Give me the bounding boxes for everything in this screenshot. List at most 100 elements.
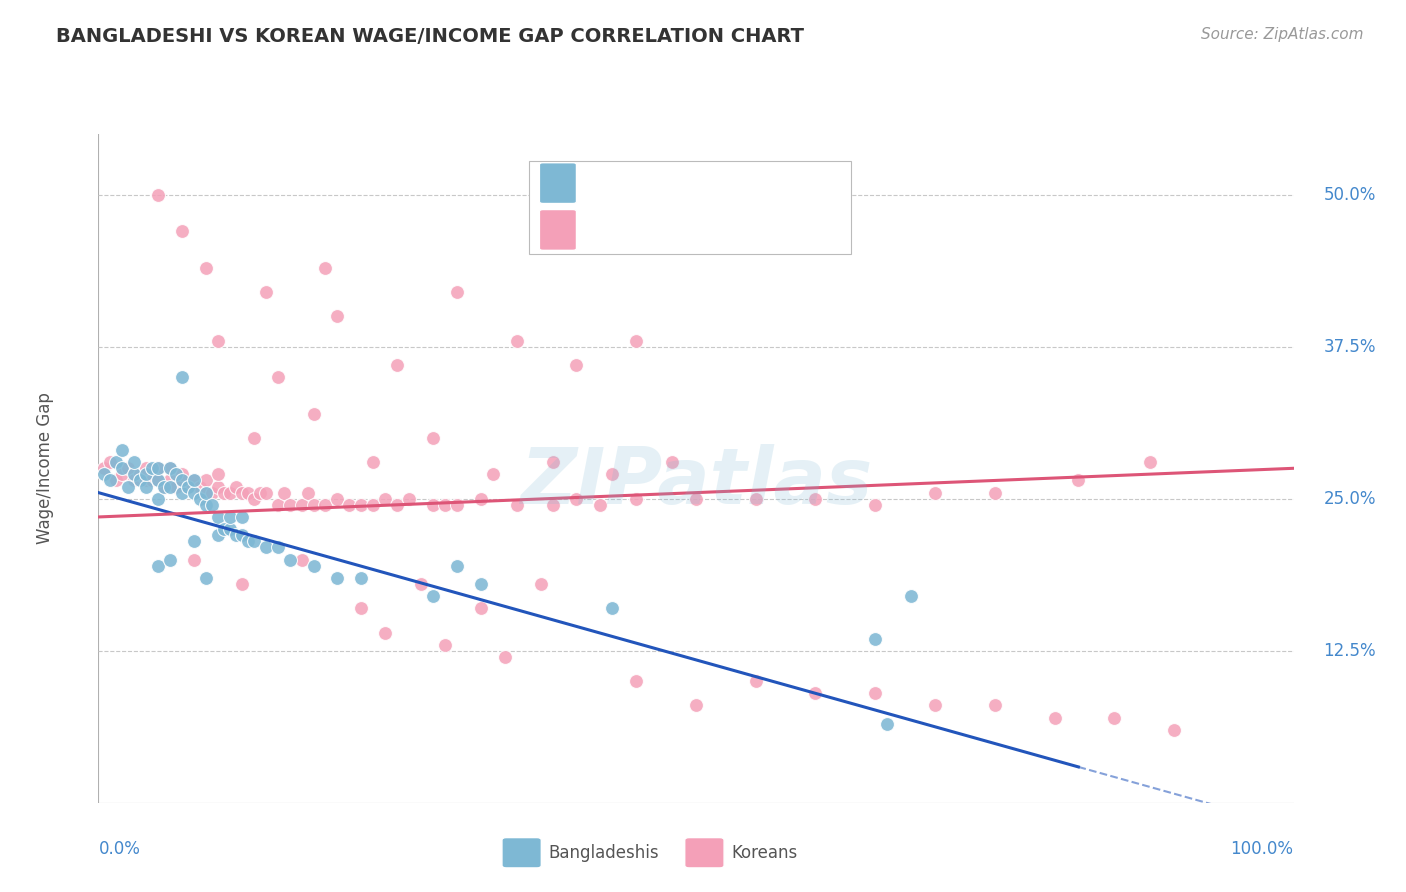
Point (243, 491, 266, 506)
Point (148, 474, 170, 488)
Point (135, 474, 157, 488)
Point (117, 479, 139, 493)
Point (278, 498, 301, 512)
Text: 50.0%: 50.0% (1323, 186, 1376, 203)
Point (236, 485, 259, 500)
Point (290, 552, 312, 566)
Point (1043, 711, 1066, 725)
Point (148, 461, 170, 475)
Point (124, 455, 146, 469)
Point (506, 498, 529, 512)
Point (194, 485, 217, 500)
Point (278, 552, 301, 566)
Point (243, 534, 266, 549)
Point (422, 589, 444, 603)
Point (231, 528, 253, 542)
Point (363, 455, 385, 469)
Text: R =: R = (588, 175, 623, 193)
Point (1163, 723, 1185, 737)
Point (374, 491, 396, 506)
Point (804, 491, 827, 506)
Point (219, 510, 242, 524)
Point (900, 589, 922, 603)
Point (254, 285, 277, 299)
Text: 0.0%: 0.0% (98, 839, 141, 857)
Point (159, 474, 181, 488)
Point (433, 638, 456, 652)
Point (105, 474, 128, 488)
Text: 12.5%: 12.5% (1323, 641, 1376, 660)
Point (600, 601, 623, 615)
Point (529, 577, 551, 591)
Point (225, 479, 247, 493)
Point (541, 455, 564, 469)
Point (111, 443, 134, 458)
Point (481, 467, 505, 482)
Point (194, 485, 217, 500)
Point (231, 510, 253, 524)
Point (470, 577, 492, 591)
Point (207, 510, 229, 524)
Point (207, 479, 229, 493)
Point (219, 485, 242, 500)
Point (350, 571, 373, 585)
Text: 25.0%: 25.0% (1323, 490, 1376, 508)
Point (159, 552, 181, 566)
Point (565, 358, 588, 372)
Point (153, 479, 176, 493)
Point (183, 552, 205, 566)
Point (254, 541, 277, 555)
Point (183, 485, 205, 500)
Point (470, 491, 492, 506)
Point (302, 407, 325, 421)
Point (201, 498, 224, 512)
Point (159, 479, 181, 493)
Text: 0.095: 0.095 (633, 221, 690, 239)
Point (315, 498, 337, 512)
Point (385, 358, 409, 372)
Point (148, 491, 170, 506)
Point (411, 577, 433, 591)
Point (254, 485, 277, 500)
Text: Koreans: Koreans (731, 844, 797, 862)
Point (172, 467, 194, 482)
Point (231, 485, 253, 500)
Point (374, 625, 396, 640)
Point (231, 577, 253, 591)
Point (363, 498, 385, 512)
Point (124, 474, 146, 488)
Point (207, 528, 229, 542)
Point (600, 467, 623, 482)
Point (172, 485, 194, 500)
Point (398, 491, 420, 506)
Point (111, 467, 134, 482)
Text: N =: N = (713, 175, 761, 193)
Point (93, 467, 115, 482)
Point (111, 461, 134, 475)
Point (148, 474, 170, 488)
Point (745, 674, 768, 689)
Point (661, 455, 683, 469)
Point (446, 558, 468, 573)
Point (745, 491, 768, 506)
Text: R =: R = (588, 221, 623, 239)
Point (506, 334, 529, 348)
Point (863, 498, 886, 512)
Point (273, 485, 295, 500)
Point (212, 485, 235, 500)
Point (302, 498, 325, 512)
Point (624, 334, 647, 348)
Point (446, 285, 468, 299)
Text: Wage/Income Gap: Wage/Income Gap (35, 392, 53, 544)
Point (494, 649, 516, 664)
Point (183, 474, 205, 488)
Point (1102, 711, 1125, 725)
Point (135, 467, 157, 482)
Point (983, 698, 1005, 713)
Point (863, 686, 886, 700)
Point (1067, 474, 1090, 488)
Point (249, 485, 271, 500)
Point (159, 461, 181, 475)
Point (290, 498, 312, 512)
Point (188, 479, 211, 493)
